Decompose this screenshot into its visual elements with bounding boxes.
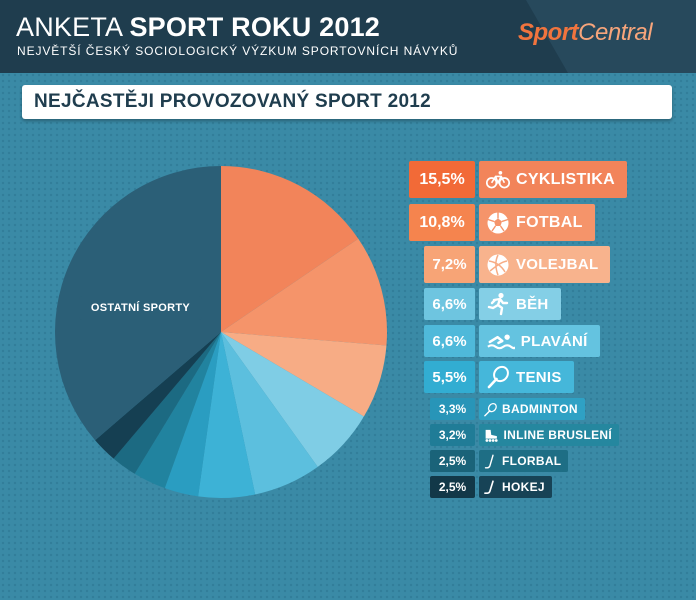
legend-label-box-florbal: FLORBAL: [479, 450, 569, 472]
legend-label-fotbal: FOTBAL: [516, 213, 583, 231]
legend-row-plav-n-: 6,6% PLAVÁNÍ: [424, 325, 600, 357]
badminton-racket-icon: [483, 402, 498, 417]
floorball-stick-icon: [483, 454, 498, 469]
legend-label-box-fotbal: FOTBAL: [479, 204, 595, 241]
bicycle-icon: [486, 170, 510, 189]
logo-part-sport: Sport: [518, 19, 579, 46]
legend-row-badminton: 3,3% BADMINTON: [430, 398, 585, 420]
inline-skate-icon: [483, 428, 500, 443]
legend-label-box-plav-n-: PLAVÁNÍ: [479, 325, 600, 357]
legend-label-florbal: FLORBAL: [502, 454, 562, 468]
soccer-ball-icon: [486, 211, 510, 235]
hockey-stick-icon: [483, 479, 498, 495]
legend-row-fotbal: 10,8% FOTBAL: [409, 204, 595, 241]
legend-value-badminton: 3,3%: [430, 398, 475, 420]
logo-part-central: Central: [578, 19, 653, 46]
legend-label-box-b-h: BĚH: [479, 288, 561, 320]
pie-slice-florbal: [113, 332, 221, 474]
legend-label-box-badminton: BADMINTON: [479, 398, 585, 420]
legend-label-plav-n-: PLAVÁNÍ: [520, 332, 588, 350]
legend-value-tenis: 5,5%: [424, 361, 475, 393]
legend-value-fotbal: 10,8%: [409, 204, 475, 241]
legend-row-florbal: 2,5% FLORBAL: [430, 450, 569, 472]
page-title: ANKETA SPORT ROKU 2012: [16, 12, 380, 43]
chart-title-bar: NEJČASTĚJI PROVOZOVANÝ SPORT 2012: [22, 85, 672, 119]
legend-row-b-h: 6,6% BĚH: [424, 288, 561, 320]
runner-icon: [486, 292, 510, 316]
legend-row-tenis: 5,5% TENIS: [424, 361, 574, 393]
pie-slice-hokej: [95, 332, 221, 459]
sportcentral-logo[interactable]: SportCentral: [518, 19, 653, 47]
legend-row-volejbal: 7,2% VOLEJBAL: [424, 246, 611, 283]
chart-title: NEJČASTĚJI PROVOZOVANÝ SPORT 2012: [34, 91, 432, 112]
pie-slice-volejbal: [221, 332, 387, 417]
pie-slice-b-h: [221, 332, 364, 467]
legend-label-inline-bruslen-: INLINE BRUSLENÍ: [503, 428, 613, 442]
title-light: ANKETA: [16, 12, 122, 42]
legend-label-box-inline-bruslen-: INLINE BRUSLENÍ: [479, 424, 620, 446]
legend-value-inline-bruslen-: 3,2%: [430, 424, 475, 446]
legend-label-volejbal: VOLEJBAL: [516, 256, 599, 273]
legend-label-box-hokej: HOKEJ: [479, 476, 552, 498]
legend-label-box-cyklistika: CYKLISTIKA: [479, 161, 627, 198]
pie-slice-plav-n-: [221, 332, 318, 495]
legend-row-cyklistika: 15,5% CYKLISTIKA: [409, 161, 627, 198]
legend-label-box-volejbal: VOLEJBAL: [479, 246, 611, 283]
legend-value-plav-n-: 6,6%: [424, 325, 475, 357]
legend-label-tenis: TENIS: [516, 368, 562, 386]
legend-label-cyklistika: CYKLISTIKA: [516, 170, 615, 188]
pie-slice-tenis: [198, 332, 256, 498]
legend-value-florbal: 2,5%: [430, 450, 475, 472]
header: ANKETA SPORT ROKU 2012 NEJVĚTŠÍ ČESKÝ SO…: [0, 0, 696, 73]
legend-value-volejbal: 7,2%: [424, 246, 475, 283]
pie-slice-inline-bruslen-: [134, 332, 221, 489]
legend-value-hokej: 2,5%: [430, 476, 475, 498]
pie-slice-fotbal: [221, 238, 387, 346]
volleyball-icon: [486, 253, 510, 277]
pie-slice-badminton: [164, 332, 221, 497]
page-subtitle: NEJVĚTŠÍ ČESKÝ SOCIOLOGICKÝ VÝZKUM SPORT…: [17, 44, 459, 58]
legend-label-hokej: HOKEJ: [502, 480, 545, 494]
pie-slice-cyklistika: [221, 166, 359, 332]
legend-label-badminton: BADMINTON: [502, 402, 578, 416]
other-sports-label: OSTATNÍ SPORTY: [79, 296, 202, 320]
legend-row-inline-bruslen-: 3,2% INLINE BRUSLENÍ: [430, 424, 620, 446]
tennis-racket-icon: [486, 365, 510, 389]
legend-label-b-h: BĚH: [516, 295, 549, 313]
legend-value-b-h: 6,6%: [424, 288, 475, 320]
legend-label-box-tenis: TENIS: [479, 361, 574, 393]
title-bold: SPORT ROKU 2012: [129, 12, 381, 42]
legend-value-cyklistika: 15,5%: [409, 161, 475, 198]
legend-row-hokej: 2,5% HOKEJ: [430, 476, 552, 498]
swimmer-icon: [486, 329, 515, 353]
